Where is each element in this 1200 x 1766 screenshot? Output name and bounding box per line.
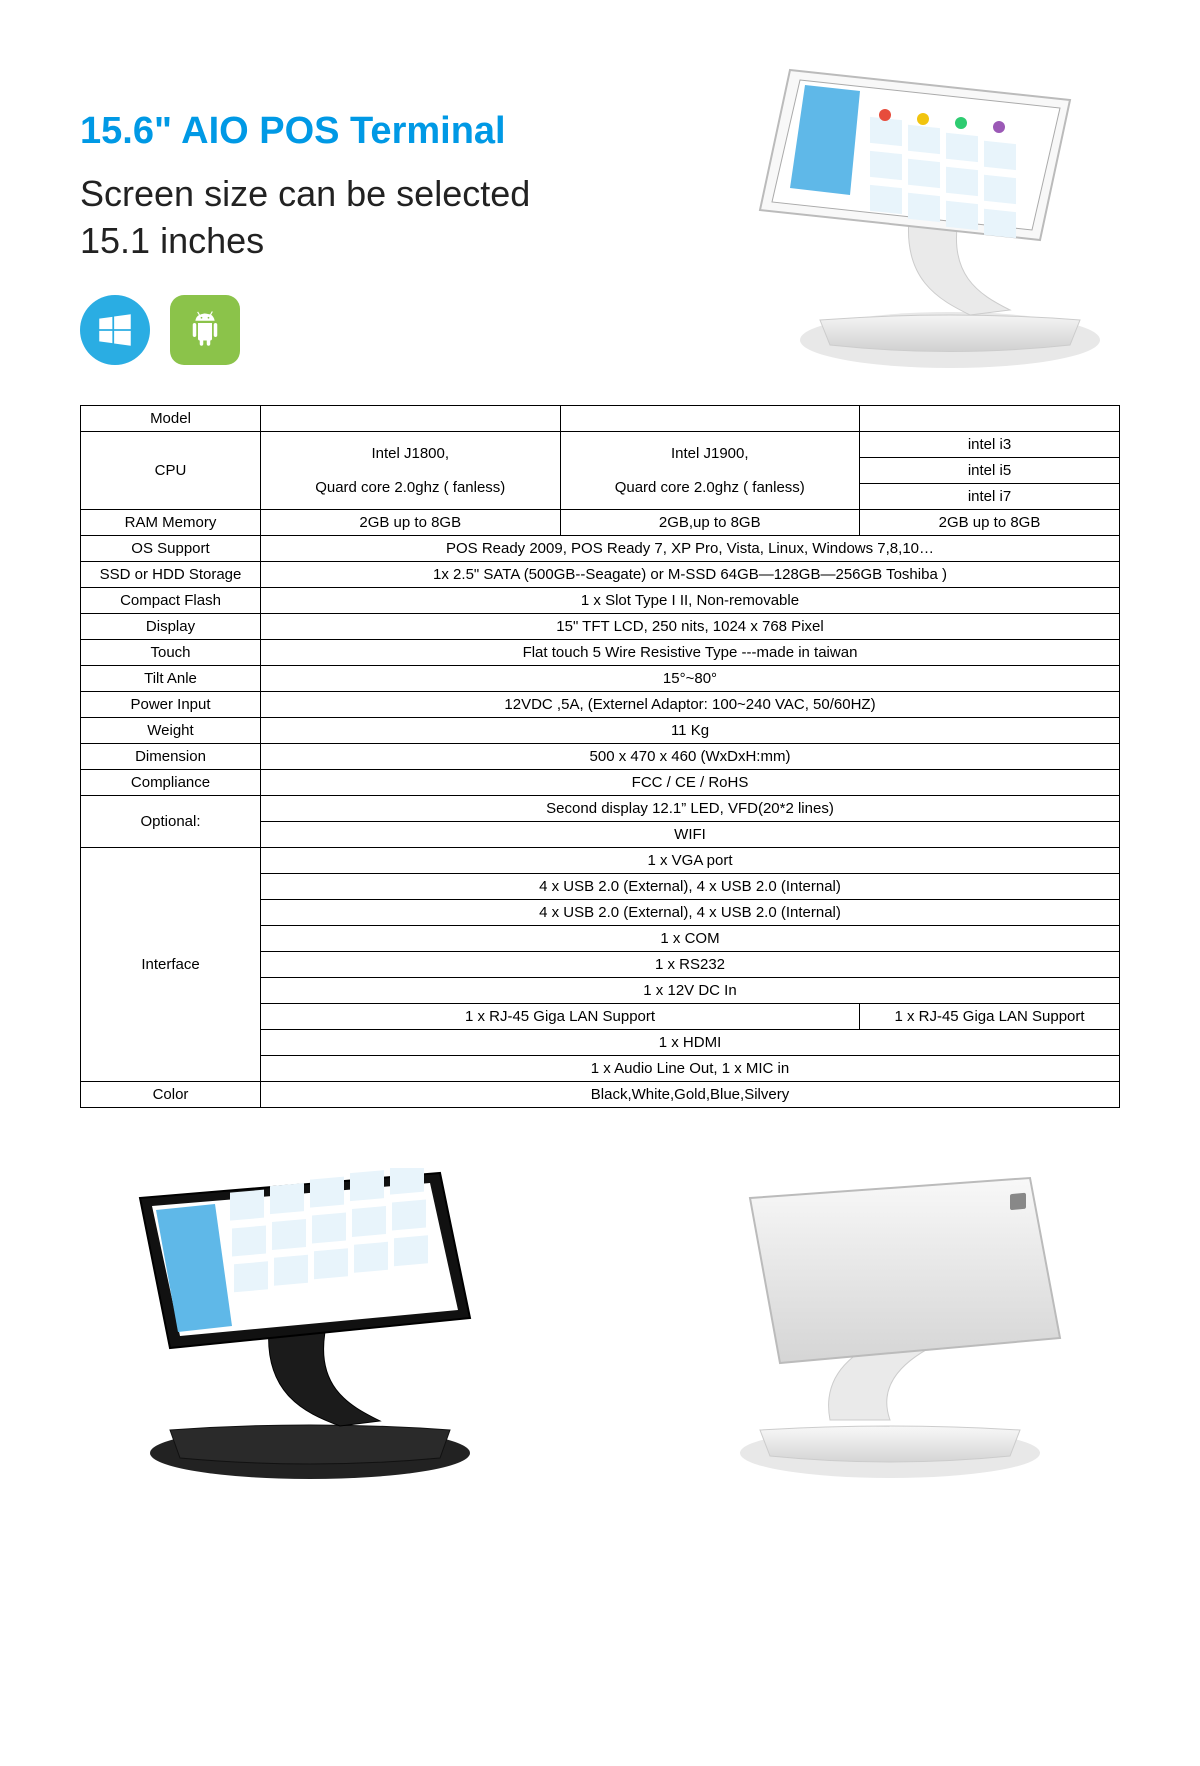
table-row: Compact Flash1 x Slot Type I II, Non-rem… xyxy=(81,587,1120,613)
spec-label: Weight xyxy=(81,717,261,743)
android-icon xyxy=(170,295,240,365)
spec-value: 1 x Audio Line Out, 1 x MIC in xyxy=(261,1055,1120,1081)
spec-value: WIFI xyxy=(261,821,1120,847)
spec-label: Display xyxy=(81,613,261,639)
table-row: Interface 1 x VGA port xyxy=(81,847,1120,873)
spec-value: 4 x USB 2.0 (External), 4 x USB 2.0 (Int… xyxy=(261,899,1120,925)
spec-label: Touch xyxy=(81,639,261,665)
spec-value: 12VDC ,5A, (Externel Adaptor: 100~240 VA… xyxy=(261,691,1120,717)
spec-label: Tilt Anle xyxy=(81,665,261,691)
spec-value: 1 x COM xyxy=(261,925,1120,951)
spec-value: 1 x RJ-45 Giga LAN Support xyxy=(860,1003,1120,1029)
spec-label: Compact Flash xyxy=(81,587,261,613)
spec-label: Model xyxy=(81,405,261,431)
table-row: CPU Intel J1800, Quard core 2.0ghz ( fan… xyxy=(81,431,1120,457)
spec-value: Flat touch 5 Wire Resistive Type ---made… xyxy=(261,639,1120,665)
spec-value: 2GB,up to 8GB xyxy=(560,509,860,535)
spec-label: Power Input xyxy=(81,691,261,717)
hero-product-image xyxy=(710,60,1130,380)
table-row: Weight11 Kg xyxy=(81,717,1120,743)
table-row: TouchFlat touch 5 Wire Resistive Type --… xyxy=(81,639,1120,665)
table-row: Power Input12VDC ,5A, (Externel Adaptor:… xyxy=(81,691,1120,717)
spec-value: 11 Kg xyxy=(261,717,1120,743)
spec-value: 1x 2.5" SATA (500GB--Seagate) or M-SSD 6… xyxy=(261,561,1120,587)
spec-label: OS Support xyxy=(81,535,261,561)
spec-value: Second display 12.1” LED, VFD(20*2 lines… xyxy=(261,795,1120,821)
spec-label: Optional: xyxy=(81,795,261,847)
spec-value: 500 x 470 x 460 (WxDxH:mm) xyxy=(261,743,1120,769)
table-row: ColorBlack,White,Gold,Blue,Silvery xyxy=(81,1081,1120,1107)
spec-value: 1 x HDMI xyxy=(261,1029,1120,1055)
table-row: Dimension500 x 470 x 460 (WxDxH:mm) xyxy=(81,743,1120,769)
spec-value: Intel J1900, Quard core 2.0ghz ( fanless… xyxy=(560,431,860,509)
spec-value: 2GB up to 8GB xyxy=(261,509,561,535)
table-row: SSD or HDD Storage1x 2.5" SATA (500GB--S… xyxy=(81,561,1120,587)
table-row: Tilt Anle15°~80° xyxy=(81,665,1120,691)
spec-value: 1 x RS232 xyxy=(261,951,1120,977)
spec-value: intel i5 xyxy=(860,457,1120,483)
table-row: Model xyxy=(81,405,1120,431)
spec-table-body: Model CPU Intel J1800, Quard core 2.0ghz… xyxy=(81,405,1120,1107)
spec-value: 1 x Slot Type I II, Non-removable xyxy=(261,587,1120,613)
spec-value: 15" TFT LCD, 250 nits, 1024 x 768 Pixel xyxy=(261,613,1120,639)
table-row: Optional: Second display 12.1” LED, VFD(… xyxy=(81,795,1120,821)
spec-value: 15°~80° xyxy=(261,665,1120,691)
spec-label: CPU xyxy=(81,431,261,509)
table-row: OS SupportPOS Ready 2009, POS Ready 7, X… xyxy=(81,535,1120,561)
table-row: RAM Memory 2GB up to 8GB 2GB,up to 8GB 2… xyxy=(81,509,1120,535)
spec-value: 2GB up to 8GB xyxy=(860,509,1120,535)
spec-label: Interface xyxy=(81,847,261,1081)
spec-value: Black,White,Gold,Blue,Silvery xyxy=(261,1081,1120,1107)
table-row: Display15" TFT LCD, 250 nits, 1024 x 768… xyxy=(81,613,1120,639)
spec-value: Intel J1800, Quard core 2.0ghz ( fanless… xyxy=(261,431,561,509)
spec-value: intel i3 xyxy=(860,431,1120,457)
spec-table: Model CPU Intel J1800, Quard core 2.0ghz… xyxy=(80,405,1120,1108)
spec-value: FCC / CE / RoHS xyxy=(261,769,1120,795)
product-image-white-rear xyxy=(680,1168,1100,1488)
spec-value: 4 x USB 2.0 (External), 4 x USB 2.0 (Int… xyxy=(261,873,1120,899)
spec-value: 1 x VGA port xyxy=(261,847,1120,873)
spec-value: POS Ready 2009, POS Ready 7, XP Pro, Vis… xyxy=(261,535,1120,561)
product-gallery xyxy=(80,1168,1120,1488)
spec-value: 1 x RJ-45 Giga LAN Support xyxy=(261,1003,860,1029)
product-image-black xyxy=(100,1168,520,1488)
spec-label: Color xyxy=(81,1081,261,1107)
header-section: 15.6" AIO POS Terminal Screen size can b… xyxy=(80,110,1120,365)
windows-icon xyxy=(80,295,150,365)
spec-label: SSD or HDD Storage xyxy=(81,561,261,587)
product-spec-page: 15.6" AIO POS Terminal Screen size can b… xyxy=(0,0,1200,1548)
spec-label: Compliance xyxy=(81,769,261,795)
spec-value: 1 x 12V DC In xyxy=(261,977,1120,1003)
table-row: ComplianceFCC / CE / RoHS xyxy=(81,769,1120,795)
spec-value: intel i7 xyxy=(860,483,1120,509)
spec-label: Dimension xyxy=(81,743,261,769)
spec-label: RAM Memory xyxy=(81,509,261,535)
